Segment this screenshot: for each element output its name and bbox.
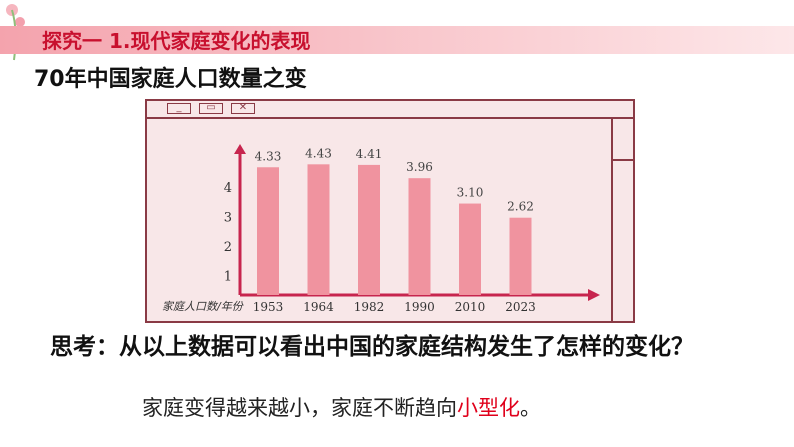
chart-heading: 70年中国家庭人口数量之变 [34,67,307,92]
answer-prefix: 家庭变得越来越小，家庭不断趋向 [142,396,457,420]
x-tick-label: 2023 [505,300,536,314]
minimize-icon[interactable]: _ [167,103,191,114]
answer-suffix: 。 [520,396,541,420]
answer-text: 家庭变得越来越小，家庭不断趋向小型化。 [142,393,541,423]
data-label: 4.43 [305,146,332,160]
y-tick-label: 3 [224,211,232,226]
bar [509,217,532,295]
window-titlebar: _ ▭ ✕ [147,101,633,119]
chart-window: _ ▭ ✕ [145,99,635,323]
x-tick-label: 1964 [303,300,334,314]
close-icon[interactable]: ✕ [231,103,255,114]
answer-highlight: 小型化 [457,396,520,420]
y-tick-label: 4 [224,181,232,196]
restore-icon[interactable]: ▭ [199,103,223,114]
x-tick-label: 1982 [354,300,385,314]
bar [307,164,330,295]
bar [459,203,481,295]
y-tick-label: 2 [224,240,232,255]
bar [257,167,279,295]
x-tick-label: 1953 [253,300,284,314]
bar [408,178,431,295]
x-axis-label: 家庭人口数/年份 [162,300,244,313]
bar [358,164,380,295]
title-band [0,26,794,54]
scrollbar[interactable] [611,117,633,321]
x-tick-label: 2010 [455,300,486,314]
data-label: 3.96 [406,160,433,174]
x-tick-label: 1990 [404,300,435,314]
scrollbar-thumb[interactable] [611,117,633,161]
data-label: 4.41 [356,147,383,161]
data-label: 3.10 [457,186,484,200]
data-label: 4.33 [255,149,282,163]
question-text: 思考：从以上数据可以看出中国的家庭结构发生了怎样的变化？ [50,334,694,360]
page-title: 探究一 1.现代家庭变化的表现 [42,29,311,53]
y-tick-label: 1 [224,270,232,285]
data-label: 2.62 [507,200,534,214]
y-axis-arrow-icon [234,144,246,154]
x-axis-arrow-icon [588,289,600,301]
